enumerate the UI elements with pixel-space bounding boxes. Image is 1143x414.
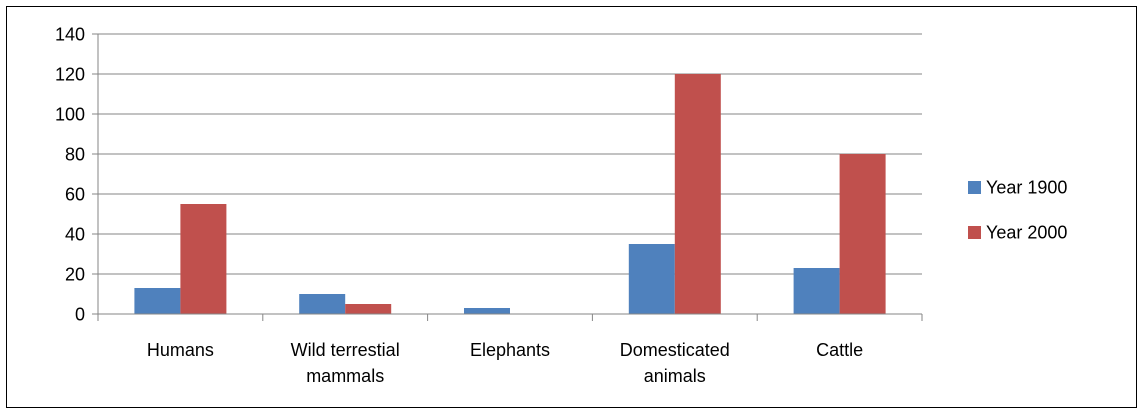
x-tick-label: Wild terrestial — [291, 340, 400, 360]
y-tick-label: 0 — [75, 305, 85, 325]
bar: Year 1900: 3 — [464, 308, 510, 314]
legend-label: Year 1900 — [986, 178, 1067, 198]
bar: Year 1900: 10 — [299, 294, 346, 314]
x-tick-label: Elephants — [470, 340, 550, 360]
y-tick-label: 120 — [55, 65, 85, 85]
y-tick-label: 80 — [65, 145, 85, 165]
x-tick-label: Domesticated — [620, 340, 730, 360]
x-tick-label: mammals — [306, 366, 384, 386]
bar: Year 2000: 120 — [674, 74, 721, 314]
y-tick-labels: 0 20 40 60 80 100 120 140 — [55, 25, 85, 325]
legend-swatch — [968, 181, 981, 194]
bars: Year 1900: 13Year 2000: 55Year 1900: 10Y… — [134, 74, 886, 314]
axes — [92, 33, 923, 321]
bar: Year 1900: 13 — [134, 288, 181, 314]
bar: Year 2000: 5 — [345, 304, 392, 314]
x-tick-label: animals — [644, 366, 706, 386]
y-tick-label: 100 — [55, 105, 85, 125]
legend-label: Year 2000 — [986, 223, 1067, 243]
bar: Year 1900: 23 — [793, 268, 840, 314]
gridlines — [98, 33, 922, 275]
x-tick-label: Humans — [147, 340, 214, 360]
legend: Year 1900 Year 2000 — [968, 178, 1067, 243]
y-tick-label: 140 — [55, 25, 85, 45]
bar: Year 2000: 55 — [180, 204, 227, 314]
y-tick-label: 40 — [65, 225, 85, 245]
bar: Year 2000: 80 — [839, 154, 886, 314]
y-tick-label: 20 — [65, 265, 85, 285]
legend-swatch — [968, 226, 981, 239]
x-tick-label: Cattle — [816, 340, 863, 360]
bar: Year 1900: 35 — [628, 244, 675, 314]
y-tick-label: 60 — [65, 185, 85, 205]
x-tick-labels: Humans Wild terrestial mammals Elephants Dom… — [147, 340, 863, 386]
